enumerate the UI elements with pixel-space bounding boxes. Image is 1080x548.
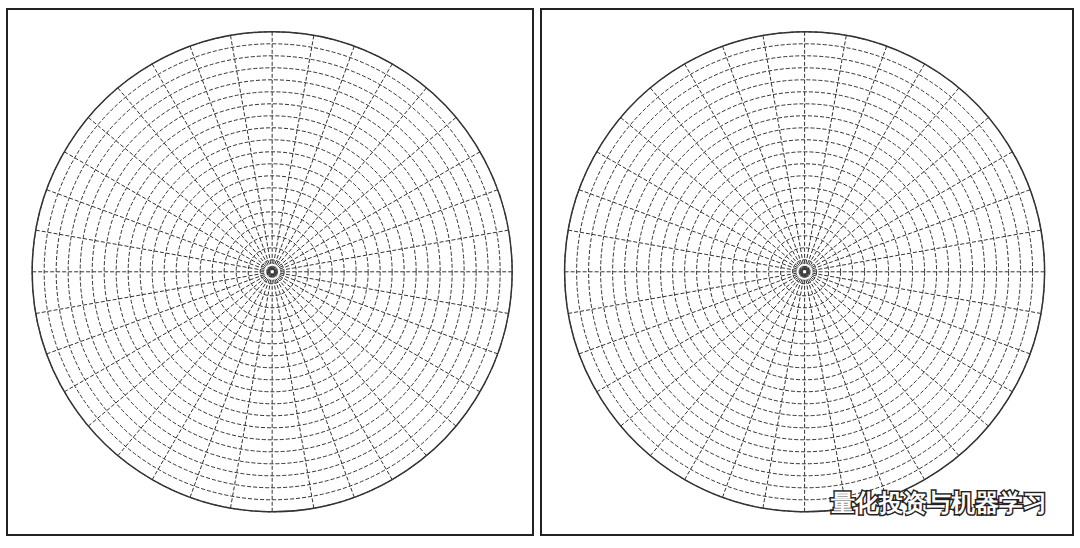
- svg-text:量化投资与机器学习: 量化投资与机器学习: [830, 489, 1047, 517]
